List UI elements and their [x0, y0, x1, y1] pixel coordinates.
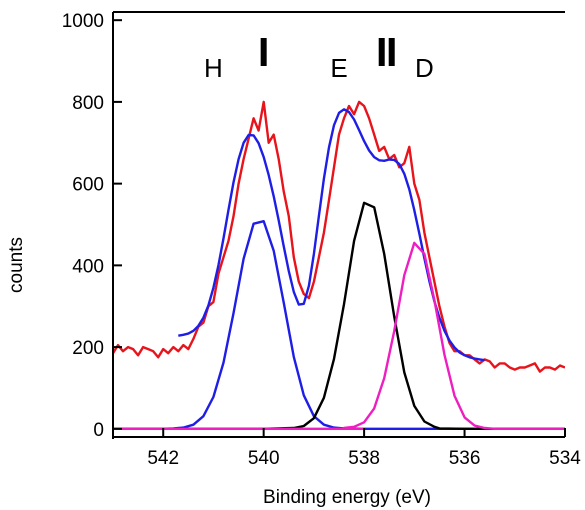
x-tick-label: 538	[348, 448, 380, 469]
series-group	[113, 100, 565, 430]
series-line-5	[113, 241, 565, 430]
y-tick-label: 800	[72, 93, 104, 114]
plot-frame	[112, 11, 565, 439]
x-axis-title: Binding energy (eV)	[263, 487, 431, 508]
plot-lines	[113, 100, 565, 430]
x-tick-label: 534	[549, 448, 581, 469]
peak-marker-bar	[378, 38, 385, 66]
x-tick-label: 536	[449, 448, 481, 469]
peak-marker-bar	[260, 38, 267, 66]
series-line-1	[113, 100, 565, 373]
y-tick-label: 200	[72, 338, 104, 359]
peak-marker-bar	[388, 38, 395, 66]
series-line-4	[113, 201, 565, 430]
x-tick-label: 542	[147, 448, 179, 469]
axis-ticks: 0 200 400 600 800 1000 542 540 538 536 534	[62, 11, 582, 469]
y-tick-label: 1000	[62, 11, 104, 32]
y-tick-label: 600	[72, 175, 104, 196]
x-tick-label: 540	[248, 448, 280, 469]
y-axis-title: counts	[6, 237, 27, 293]
peak-label: D	[415, 53, 434, 83]
peak-label: E	[330, 53, 347, 83]
series-line-3	[113, 220, 565, 430]
y-tick-label: 400	[72, 256, 104, 277]
peak-label: H	[204, 53, 223, 83]
y-tick-label: 0	[93, 420, 104, 441]
